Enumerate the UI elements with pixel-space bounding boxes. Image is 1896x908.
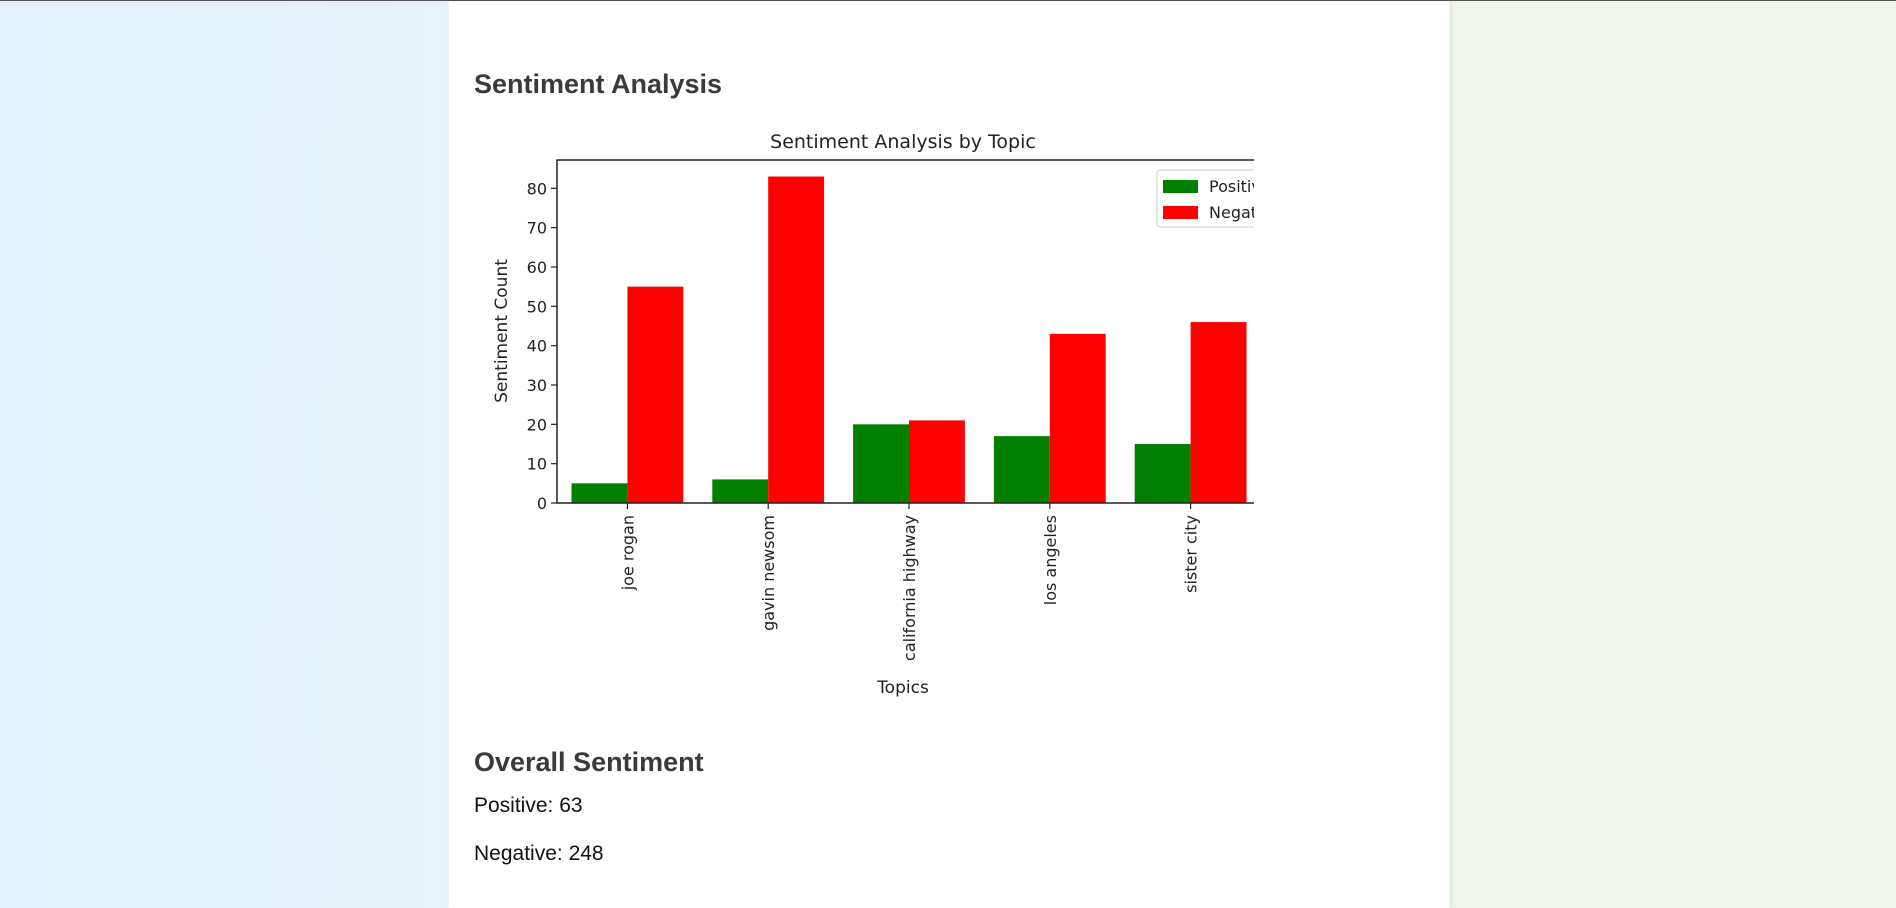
bar-positive-gavin-newsom [712,479,769,503]
bar-positive-sister-city [1134,444,1191,503]
negative-total-label: Negative: [474,842,563,865]
chart-title: Sentiment Analysis by Topic [770,131,1036,153]
y-tick-label: 60 [527,258,547,277]
y-tick-label: 80 [527,179,547,198]
x-tick-label: california highway [900,515,919,661]
chart-xlabel: Topics [876,678,929,698]
window-top-border [0,0,1896,1]
x-axis: joe rogan gavin newsom california highway l… [618,503,1201,661]
positive-total-value: 63 [559,794,583,817]
x-tick-label: joe rogan [618,515,637,591]
positive-total-label: Positive: [474,794,554,817]
y-tick-label: 0 [537,494,547,513]
x-tick-label: sister city [1182,515,1201,593]
bars-layer [571,176,1247,503]
bar-negative-gavin-newsom [768,176,825,503]
negative-total-value: 248 [568,842,604,865]
chart-svg: Sentiment Analysis by Topic Sentiment Co… [492,131,1254,698]
legend: Positive Negative [1156,169,1254,228]
legend-swatch-negative [1163,206,1198,219]
sentiment-chart: Sentiment Analysis by Topic Sentiment Co… [474,121,1254,711]
chart-ylabel: Sentiment Count [492,259,512,403]
y-tick-label: 40 [527,337,547,356]
bar-positive-los-angeles [993,436,1050,503]
bar-negative-los-angeles [1049,333,1106,503]
y-axis: 0 10 20 30 40 50 60 70 80 [527,179,557,513]
positive-total: Positive: 63 [474,794,583,818]
negative-total: Negative: 248 [474,842,604,866]
plot-frame [556,159,1254,504]
x-tick-label: gavin newsom [759,515,778,631]
y-tick-label: 10 [527,455,547,474]
x-tick-label: los angeles [1041,515,1060,605]
bar-negative-sister-city [1190,322,1247,503]
legend-swatch-positive [1163,180,1198,193]
sentiment-analysis-heading: Sentiment Analysis [474,69,723,99]
bar-negative-california-highway [909,420,965,503]
main-content-panel: Sentiment Analysis Sentiment Analysis by… [449,1,1450,908]
bar-positive-california-highway [853,424,909,503]
y-tick-label: 20 [527,415,547,434]
y-tick-label: 30 [527,376,547,395]
y-tick-label: 50 [527,297,547,316]
legend-label-positive: Positive [1209,177,1254,196]
y-tick-label: 70 [527,219,547,238]
legend-label-negative: Negative [1209,203,1254,222]
overall-sentiment-heading: Overall Sentiment [474,747,704,777]
bar-positive-joe-rogan [571,483,628,503]
bar-negative-joe-rogan [627,286,684,503]
